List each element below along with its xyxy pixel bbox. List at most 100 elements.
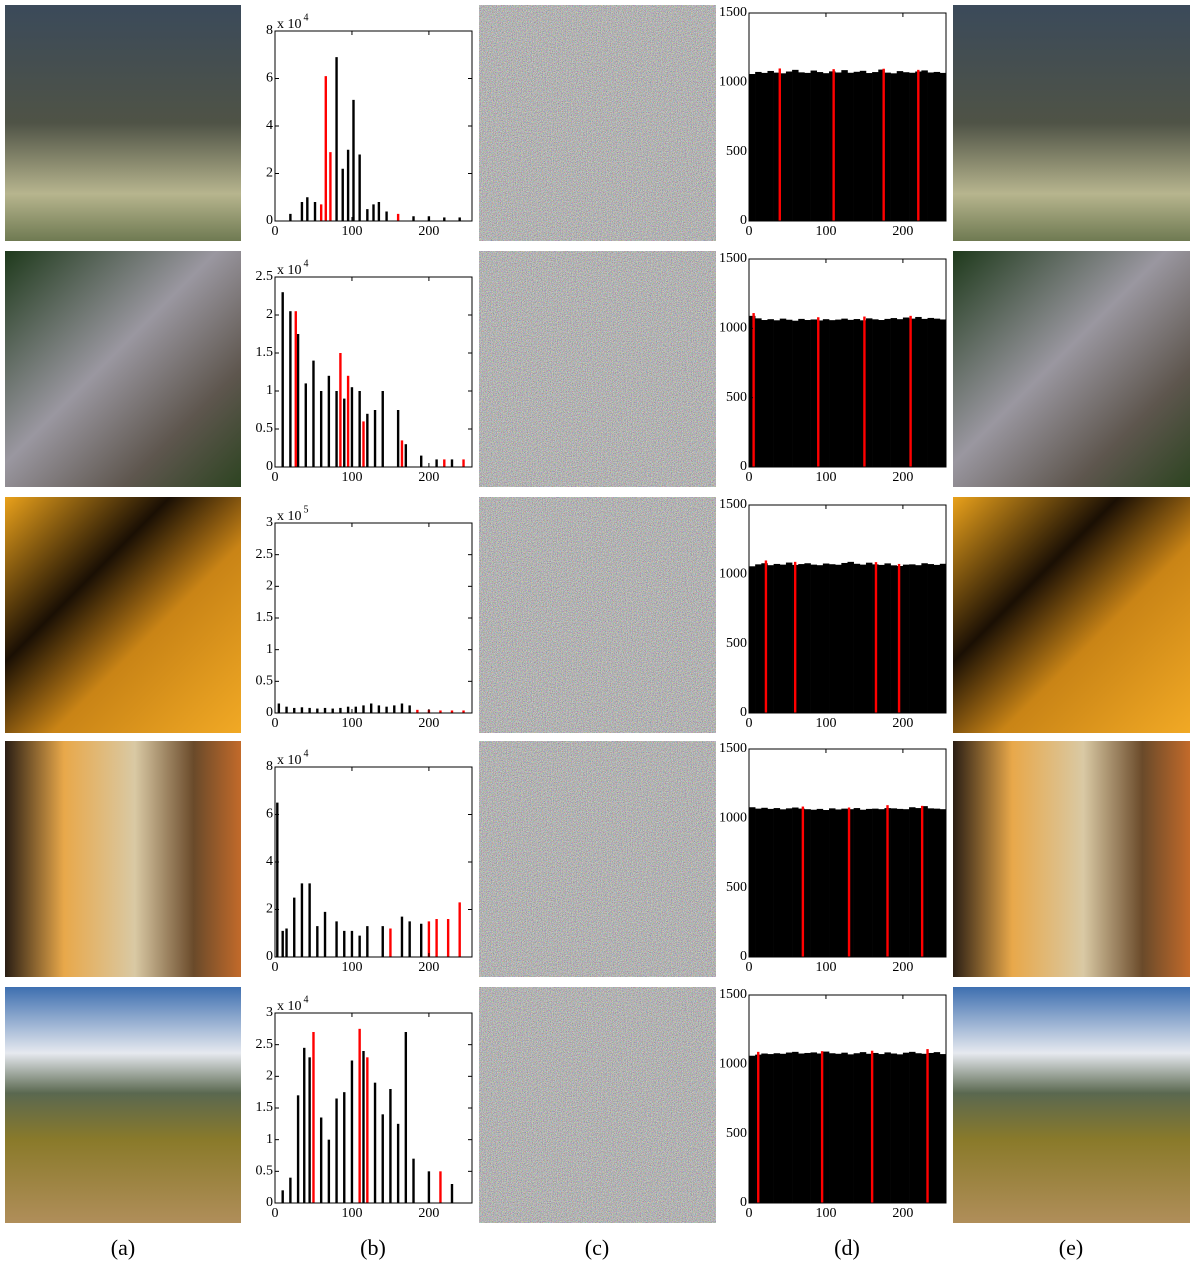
y-exponent-base: x 10: [277, 753, 302, 768]
bar: [882, 69, 884, 221]
histogram-bar: [928, 72, 934, 221]
bar: [301, 707, 303, 713]
y-tick-label: 2: [266, 166, 273, 181]
histogram-bar: [854, 564, 860, 713]
bar: [289, 214, 291, 221]
histogram-bar: [897, 1054, 903, 1203]
x-tick-label: 100: [815, 470, 836, 485]
bar: [385, 212, 387, 222]
bar: [382, 1114, 384, 1203]
decrypted-image: [953, 5, 1190, 241]
bar: [347, 707, 349, 713]
x-tick-label: 200: [418, 1206, 439, 1221]
histogram-bar: [780, 1054, 786, 1203]
histogram-bar: [903, 72, 909, 221]
y-tick-label: 2: [266, 579, 273, 594]
bar: [378, 202, 380, 221]
x-tick-label: 200: [892, 960, 913, 975]
bar: [285, 707, 287, 713]
y-tick-label: 1500: [719, 741, 747, 756]
y-tick-label: 8: [266, 23, 273, 38]
bar: [921, 806, 923, 957]
bar: [443, 217, 445, 221]
histogram-bar: [811, 319, 817, 467]
histogram-bar: [774, 564, 780, 713]
histogram-bar: [786, 808, 792, 957]
bar: [335, 1099, 337, 1204]
histogram-bar: [854, 808, 860, 957]
bar: [458, 217, 460, 221]
bar: [325, 76, 327, 221]
bar: [281, 292, 283, 467]
histogram-bar: [798, 319, 804, 467]
histogram-bar: [786, 320, 792, 467]
x-tick-label: 100: [815, 716, 836, 731]
bar: [347, 150, 349, 221]
bar: [335, 57, 337, 221]
y-tick-label: 1: [266, 1132, 273, 1147]
histogram-bar: [798, 1054, 804, 1203]
histogram-bar: [755, 809, 761, 957]
histogram-bar: [841, 70, 847, 221]
bar: [401, 917, 403, 957]
histogram-bar: [767, 565, 773, 713]
histogram-bar: [823, 810, 829, 957]
histogram-bar: [866, 563, 872, 713]
histogram-bar: [854, 1053, 860, 1203]
histogram-bar: [841, 809, 847, 957]
x-tick-label: 200: [418, 716, 439, 731]
histogram-bar: [804, 320, 810, 467]
histogram-bar: [854, 72, 860, 221]
histogram-bar: [761, 73, 767, 221]
histogram-bar: [798, 564, 804, 713]
x-tick-label: 100: [341, 470, 362, 485]
y-tick-label: 2.5: [256, 547, 274, 562]
x-tick-label: 100: [341, 960, 362, 975]
histogram-bar: [878, 1054, 884, 1203]
histogram-bar: [804, 73, 810, 221]
bar: [385, 707, 387, 713]
bar: [308, 1057, 310, 1203]
bar: [397, 1124, 399, 1203]
histogram-bar: [848, 562, 854, 713]
plot-area: [275, 31, 472, 221]
encrypted-image: [479, 5, 716, 241]
histogram-bar: [774, 1053, 780, 1203]
column-label: (b): [360, 1235, 386, 1260]
decrypted-image: [953, 251, 1190, 487]
y-exponent-power: 4: [304, 258, 309, 269]
histogram-bar: [921, 70, 927, 221]
histogram-bar: [804, 1053, 810, 1203]
bar: [293, 898, 295, 957]
bar: [329, 152, 331, 221]
histogram-bar: [829, 320, 835, 467]
histogram-bar: [780, 809, 786, 957]
y-tick-label: 1000: [719, 1057, 747, 1072]
bar: [320, 1118, 322, 1204]
bar: [401, 440, 403, 467]
plot-area: [275, 277, 472, 467]
bar: [301, 202, 303, 221]
histogram-bar: [872, 319, 878, 467]
histogram-bar: [835, 72, 841, 221]
histogram-bar: [934, 319, 940, 467]
x-tick-label: 0: [746, 1206, 753, 1221]
histogram-bar: [884, 563, 890, 713]
bar: [794, 562, 796, 713]
y-tick-label: 3: [266, 515, 273, 530]
original-image: [5, 741, 241, 977]
bar: [312, 361, 314, 467]
bar: [343, 931, 345, 957]
bar: [355, 707, 357, 713]
y-tick-label: 1500: [719, 987, 747, 1002]
bar: [821, 1051, 823, 1203]
y-tick-label: 1: [266, 383, 273, 398]
histogram-bar: [823, 319, 829, 467]
histogram-bar: [749, 566, 755, 713]
bar: [335, 921, 337, 957]
x-tick-label: 200: [418, 960, 439, 975]
original-image: [5, 251, 241, 487]
bar: [312, 1032, 314, 1203]
bar: [863, 317, 865, 467]
histogram-bar: [841, 1053, 847, 1203]
